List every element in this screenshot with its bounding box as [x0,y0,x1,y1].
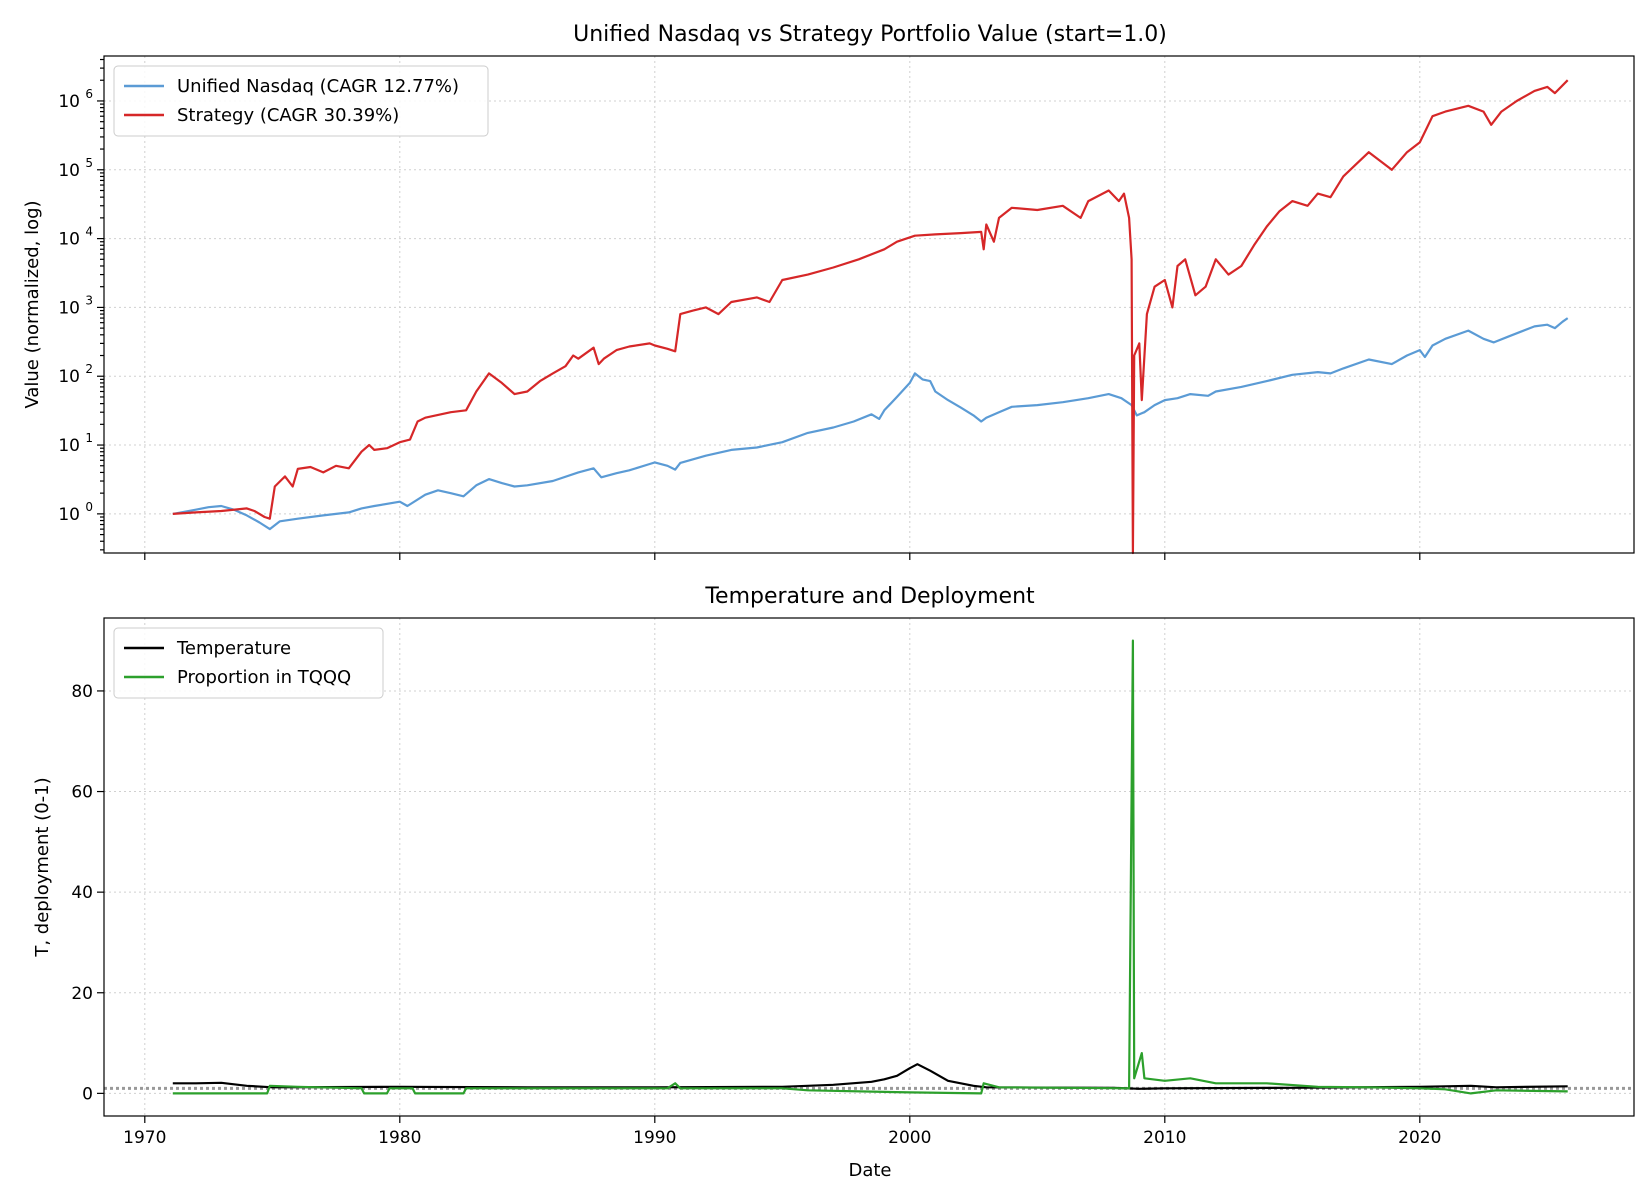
top-chart-legend: Unified Nasdaq (CAGR 12.77%) Strategy (CA… [113,65,489,137]
bottom-chart-frame [103,617,1635,1117]
bottom-chart-x-axis-label: Date [848,1160,891,1181]
x-tick-label-2020: 2020 [1398,1128,1441,1148]
y-tick-exponent-1000: 3 [85,293,93,307]
legend-label-temperature: Temperature [176,638,291,659]
top-chart-frame [103,55,1635,554]
legend-box [113,627,384,699]
top-chart-series [172,79,1569,555]
y-tick-label-40: 40 [71,883,93,903]
y-tick-exponent-10000: 4 [85,225,93,239]
y-tick-label-1000000: 10 [58,92,80,112]
x-tick-label-1970: 1970 [123,1128,166,1148]
x-tick-label-2000: 2000 [888,1128,931,1148]
y-tick-label-100: 10 [58,367,80,387]
y-tick-exponent-10: 1 [85,431,93,445]
bottom-chart-series [172,639,1568,1095]
top-chart-y-axis-label: Value (normalized, log) [22,200,43,408]
top-chart-title: Unified Nasdaq vs Strategy Portfolio Val… [573,22,1167,47]
bottom-chart-y-ticks: 0 20 40 60 80 [71,682,104,1104]
bottom-chart-legend: Temperature Proportion in TQQQ [113,627,384,699]
bottom-chart-y-axis-label: T, deployment (0-1) [32,777,53,957]
top-chart: Unified Nasdaq vs Strategy Portfolio Val… [22,22,1635,560]
y-tick-label-20: 20 [71,984,93,1004]
series-line-temperature [172,1063,1568,1090]
y-tick-label-60: 60 [71,783,93,803]
y-tick-exponent-1: 0 [85,500,93,514]
y-tick-exponent-100000: 5 [85,156,93,170]
top-chart-y-ticks: 10 0 10 1 10 2 10 3 10 4 10 5 10 6 [58,58,104,551]
y-tick-label-1000: 10 [58,298,80,318]
legend-label-proportion-in-tqqq: Proportion in TQQQ [177,667,351,688]
y-tick-label-80: 80 [71,682,93,702]
y-tick-label-10000: 10 [58,230,80,250]
legend-box [113,65,489,137]
x-tick-label-2010: 2010 [1143,1128,1186,1148]
bottom-chart-x-ticks: 1970 1980 1990 2000 2010 2020 [123,1116,1441,1148]
y-tick-exponent-100: 2 [85,362,93,376]
legend-label-strategy-cagr-30-39: Strategy (CAGR 30.39%) [177,105,399,126]
y-tick-label-100000: 10 [58,161,80,181]
legend-label-unified-nasdaq-cagr-12-77: Unified Nasdaq (CAGR 12.77%) [177,76,459,97]
x-tick-label-1990: 1990 [633,1128,676,1148]
y-tick-label-10: 10 [58,436,80,456]
y-tick-label-1: 10 [58,505,80,525]
series-line-proportion-in-tqqq [172,639,1568,1095]
series-line-strategy-cagr-30-39 [172,79,1569,555]
y-tick-exponent-1000000: 6 [85,87,93,101]
bottom-chart: Temperature and Deployment 1970 1980 1990 2… [32,584,1635,1181]
series-line-unified-nasdaq-cagr-12-77 [172,317,1569,531]
y-tick-label-0: 0 [82,1084,93,1104]
top-chart-x-ticks [144,553,1421,560]
x-tick-label-1980: 1980 [378,1128,421,1148]
bottom-chart-title: Temperature and Deployment [704,584,1035,609]
